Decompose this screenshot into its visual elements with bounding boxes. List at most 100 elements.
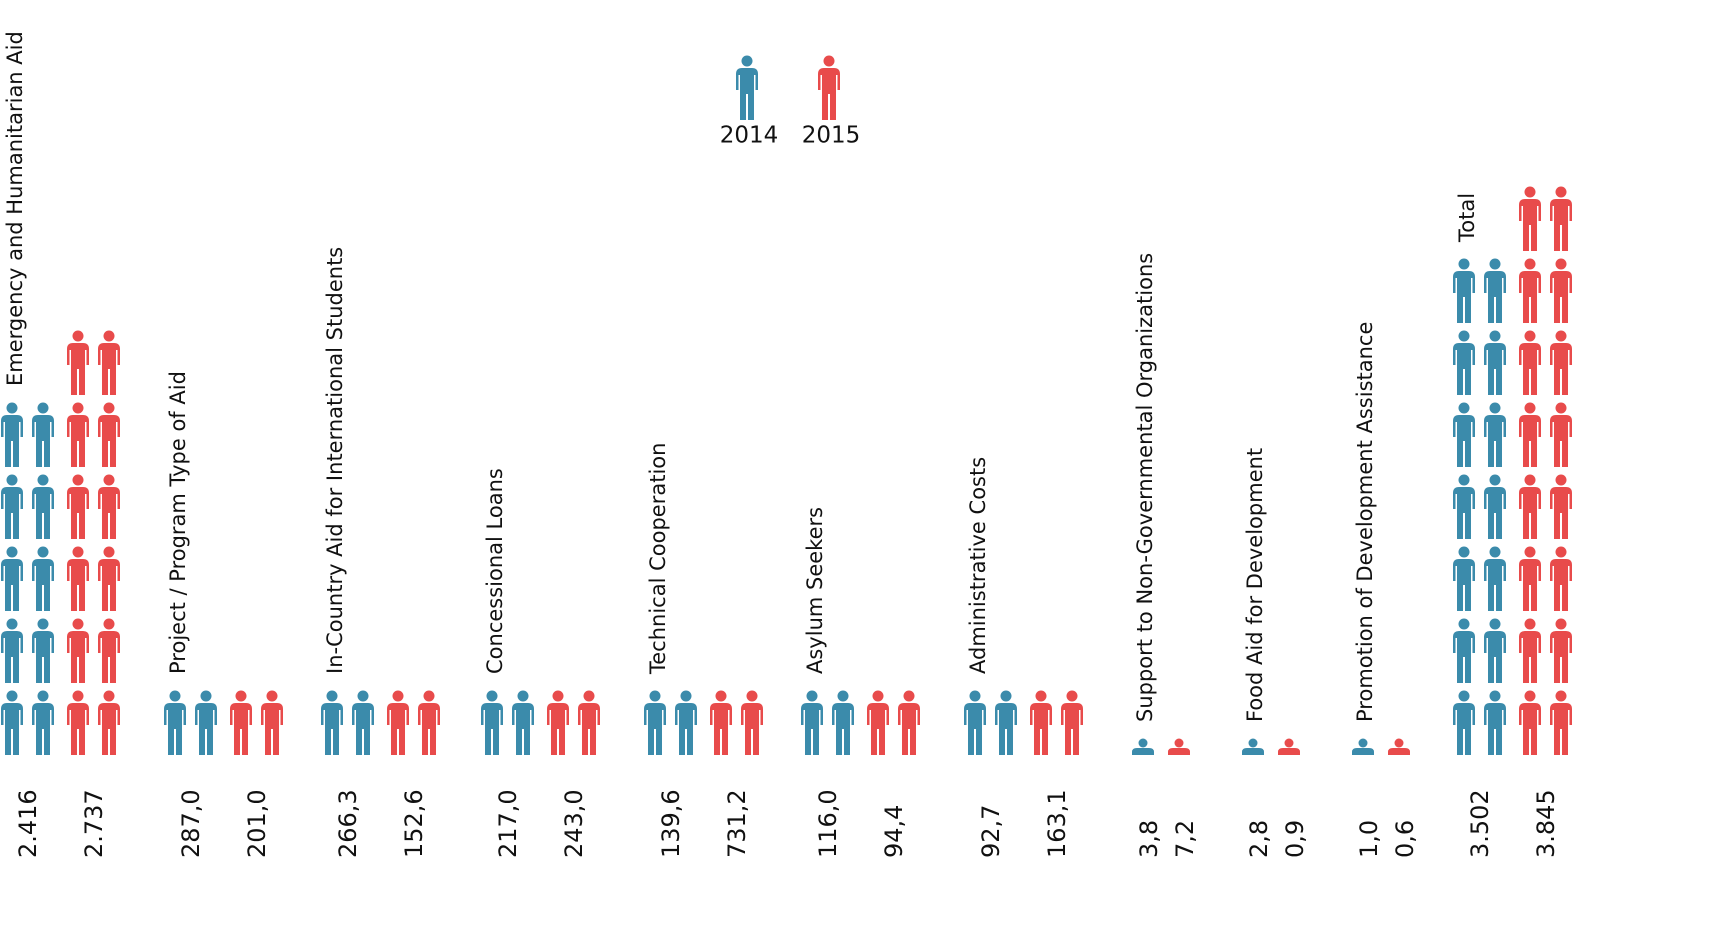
icon-head	[1458, 258, 1470, 270]
icon-head	[1555, 402, 1567, 414]
icon-body	[1453, 631, 1475, 683]
icon-head	[6, 474, 18, 486]
icon-body	[352, 703, 374, 755]
icon-body	[1519, 271, 1541, 323]
icon-head	[1489, 618, 1501, 630]
icon-stack	[164, 690, 217, 755]
icon-body	[67, 415, 89, 467]
value-label: 116,0	[814, 789, 842, 858]
icon-head	[357, 690, 369, 702]
icon-head	[486, 690, 498, 702]
icon-body	[1030, 703, 1052, 755]
icon-body	[387, 703, 409, 755]
category-label: Asylum Seekers	[803, 507, 827, 674]
icon-shoulders	[1278, 748, 1300, 755]
icon-head	[1555, 690, 1567, 702]
icon-body	[67, 343, 89, 395]
icon-head	[1000, 690, 1012, 702]
icon-head	[1489, 330, 1501, 342]
icon-head	[37, 546, 49, 558]
icon-head	[1555, 474, 1567, 486]
icon-body	[195, 703, 217, 755]
icon-body	[1453, 415, 1475, 467]
icon-head	[806, 690, 818, 702]
icon-head	[715, 690, 727, 702]
icon-head	[103, 402, 115, 414]
icon-body	[1484, 415, 1506, 467]
value-label: 1,0	[1355, 820, 1383, 858]
icon-body	[481, 703, 503, 755]
icon-head	[103, 330, 115, 342]
icon-body	[98, 343, 120, 395]
icon-shoulders	[1352, 748, 1374, 755]
icon-stack	[1278, 738, 1300, 755]
icon-body	[1550, 271, 1572, 323]
icon-head	[423, 690, 435, 702]
icon-head	[746, 690, 758, 702]
icon-stack	[1388, 738, 1410, 755]
icon-body	[1453, 703, 1475, 755]
icon-head	[1458, 546, 1470, 558]
icon-body	[67, 703, 89, 755]
icon-stack	[1242, 738, 1264, 755]
icon-head	[1524, 258, 1536, 270]
icon-head	[680, 690, 692, 702]
icon-head	[1524, 546, 1536, 558]
icon-body	[98, 415, 120, 467]
icon-head	[1555, 618, 1567, 630]
icon-body	[1550, 343, 1572, 395]
icon-head	[1035, 690, 1047, 702]
icon-body	[1, 487, 23, 539]
category-label: Promotion of Development Assistance	[1353, 322, 1377, 722]
icon-head	[969, 690, 981, 702]
icon-head	[1524, 186, 1536, 198]
icon-body	[1453, 559, 1475, 611]
icon-head	[1066, 690, 1078, 702]
icon-stack	[801, 690, 854, 755]
value-label: 0,6	[1391, 820, 1419, 858]
legend-icon	[818, 55, 840, 120]
value-label: 2.416	[14, 789, 42, 858]
value-label: 0,9	[1281, 820, 1309, 858]
value-label: 3.845	[1532, 789, 1560, 858]
icon-stack	[867, 690, 920, 755]
value-label: 217,0	[494, 789, 522, 858]
category-label: Emergency and Humanitarian Aid	[3, 31, 27, 386]
icon-head	[1284, 738, 1294, 748]
icon-shoulders	[1132, 748, 1154, 755]
icon-head	[583, 690, 595, 702]
icon-stack	[1132, 738, 1154, 755]
icon-shoulders	[1242, 748, 1264, 755]
icon-head	[103, 474, 115, 486]
icon-body	[1550, 199, 1572, 251]
icon-head	[1458, 402, 1470, 414]
value-label: 92,7	[977, 805, 1005, 858]
icon-head	[837, 690, 849, 702]
icon-head	[872, 690, 884, 702]
icon-head	[103, 546, 115, 558]
icon-body	[261, 703, 283, 755]
icon-body	[1453, 343, 1475, 395]
icon-head	[169, 690, 181, 702]
icon-stack	[321, 690, 374, 755]
icon-body	[67, 487, 89, 539]
icon-head	[1489, 546, 1501, 558]
icon-head	[1524, 402, 1536, 414]
icon-stack	[230, 690, 283, 755]
icon-body	[1519, 199, 1541, 251]
icon-head	[1489, 258, 1501, 270]
icon-head	[235, 690, 247, 702]
icon-body	[741, 703, 763, 755]
icon-body	[67, 631, 89, 683]
icon-head	[72, 402, 84, 414]
value-label: 7,2	[1171, 820, 1199, 858]
icon-body	[832, 703, 854, 755]
legend-label: 2014	[720, 123, 779, 149]
icon-head	[1555, 258, 1567, 270]
icon-body	[1, 631, 23, 683]
icon-body	[32, 415, 54, 467]
icon-body	[1550, 703, 1572, 755]
icon-head	[1138, 738, 1148, 748]
icon-head	[1489, 690, 1501, 702]
icon-stack	[1453, 258, 1506, 755]
